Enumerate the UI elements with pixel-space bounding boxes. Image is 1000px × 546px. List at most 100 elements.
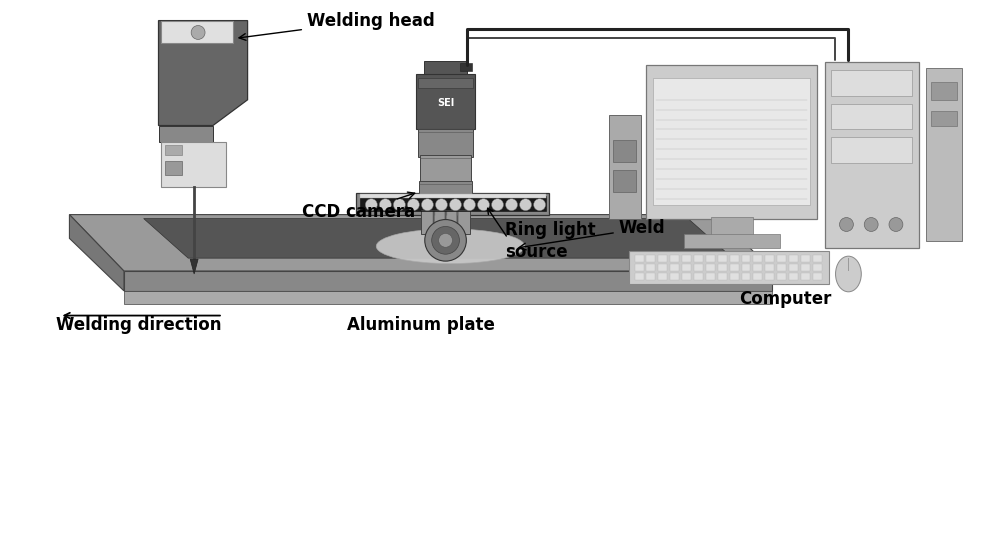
Bar: [682, 273, 691, 280]
Circle shape: [191, 26, 205, 39]
Bar: [742, 255, 750, 262]
Polygon shape: [159, 21, 248, 126]
Bar: [418, 78, 473, 88]
Bar: [706, 264, 715, 271]
Circle shape: [439, 233, 452, 247]
Polygon shape: [159, 126, 213, 143]
Bar: [658, 273, 667, 280]
Bar: [789, 255, 798, 262]
Bar: [684, 234, 780, 248]
Bar: [718, 255, 727, 262]
Bar: [613, 140, 636, 162]
Text: Ring light
source: Ring light source: [505, 221, 596, 262]
Bar: [765, 264, 774, 271]
Bar: [801, 273, 810, 280]
Bar: [706, 273, 715, 280]
Bar: [753, 273, 762, 280]
Bar: [418, 129, 473, 157]
Bar: [658, 264, 667, 271]
Bar: [931, 82, 957, 100]
Bar: [613, 170, 636, 192]
Bar: [831, 104, 912, 129]
Circle shape: [450, 199, 461, 211]
Text: Computer: Computer: [739, 290, 831, 308]
Circle shape: [840, 217, 853, 232]
Circle shape: [393, 199, 405, 211]
Bar: [765, 273, 774, 280]
Bar: [777, 273, 786, 280]
Text: Welding head: Welding head: [239, 11, 435, 40]
Bar: [635, 273, 644, 280]
Bar: [682, 264, 691, 271]
Circle shape: [520, 199, 532, 211]
Bar: [416, 74, 475, 129]
Circle shape: [435, 199, 447, 211]
Bar: [653, 78, 810, 205]
Bar: [831, 138, 912, 163]
Bar: [730, 264, 739, 271]
Bar: [646, 273, 655, 280]
Bar: [706, 255, 715, 262]
Circle shape: [478, 199, 489, 211]
Bar: [682, 255, 691, 262]
Bar: [165, 145, 182, 155]
Text: Welding direction: Welding direction: [56, 317, 221, 334]
Bar: [730, 255, 739, 262]
Bar: [646, 264, 655, 271]
Bar: [360, 196, 546, 211]
Bar: [646, 65, 817, 218]
Bar: [753, 255, 762, 262]
Bar: [831, 70, 912, 96]
Circle shape: [365, 199, 377, 211]
Bar: [420, 155, 471, 182]
Bar: [789, 273, 798, 280]
Text: SEI: SEI: [437, 98, 454, 108]
Bar: [926, 68, 962, 241]
Text: Weld: Weld: [519, 219, 665, 250]
Polygon shape: [124, 291, 772, 304]
Bar: [161, 21, 233, 43]
Bar: [629, 251, 829, 284]
Bar: [789, 264, 798, 271]
Circle shape: [492, 199, 503, 211]
Bar: [813, 273, 822, 280]
Bar: [460, 63, 472, 71]
Circle shape: [889, 217, 903, 232]
Bar: [694, 273, 703, 280]
Bar: [421, 207, 470, 234]
Bar: [765, 255, 774, 262]
Bar: [419, 181, 472, 209]
Bar: [424, 61, 467, 76]
Bar: [801, 255, 810, 262]
Bar: [161, 143, 226, 187]
Bar: [670, 255, 679, 262]
Bar: [742, 264, 750, 271]
Bar: [825, 62, 919, 248]
Polygon shape: [124, 271, 772, 291]
Bar: [694, 255, 703, 262]
Bar: [356, 193, 549, 215]
Ellipse shape: [836, 256, 861, 292]
Bar: [718, 273, 727, 280]
Bar: [670, 273, 679, 280]
Bar: [360, 194, 546, 198]
Bar: [694, 264, 703, 271]
Circle shape: [864, 217, 878, 232]
Bar: [658, 255, 667, 262]
Bar: [931, 111, 957, 126]
Bar: [742, 273, 750, 280]
Bar: [777, 255, 786, 262]
Circle shape: [432, 227, 459, 254]
Bar: [711, 217, 753, 236]
Text: CCD camera: CCD camera: [302, 192, 415, 221]
Bar: [646, 255, 655, 262]
Bar: [813, 264, 822, 271]
Circle shape: [534, 199, 546, 211]
Circle shape: [506, 199, 517, 211]
Polygon shape: [69, 215, 124, 291]
Bar: [718, 264, 727, 271]
Polygon shape: [190, 259, 198, 274]
Circle shape: [379, 199, 391, 211]
Text: Aluminum plate: Aluminum plate: [347, 317, 495, 334]
Bar: [609, 115, 641, 218]
